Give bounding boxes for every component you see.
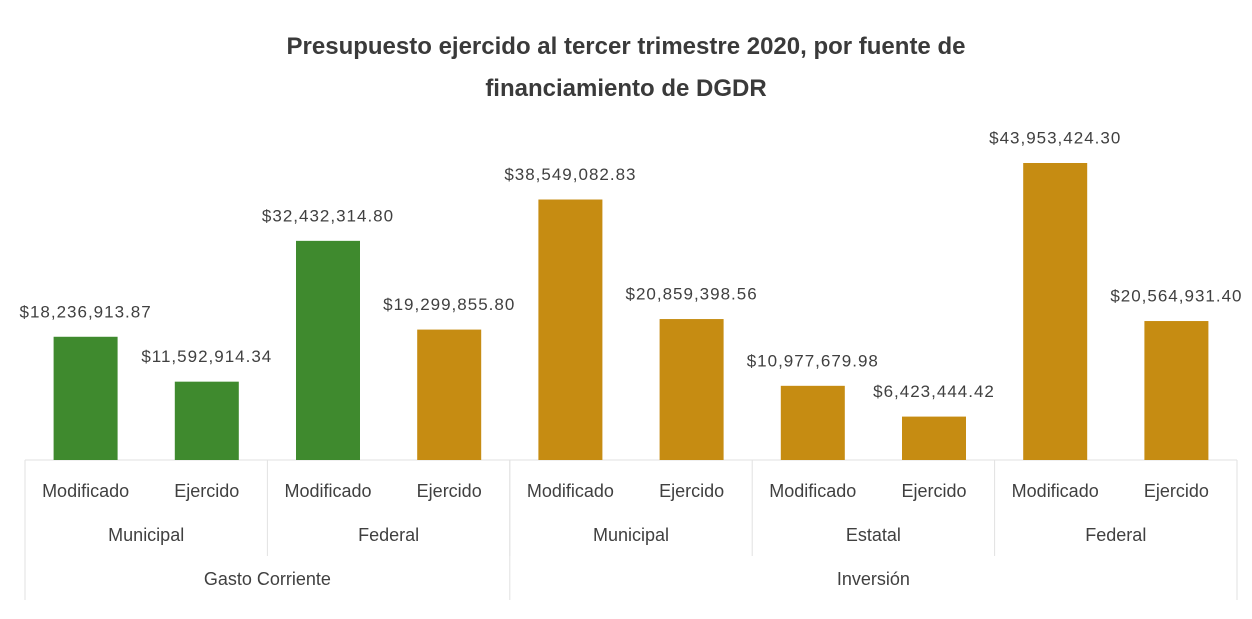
bar [538, 199, 603, 461]
data-label: $43,953,424.30 [989, 128, 1121, 147]
subgroup-label: Municipal [108, 525, 184, 545]
bar [1023, 163, 1088, 460]
group-label: Gasto Corriente [204, 569, 331, 589]
subgroup-label: Estatal [846, 525, 901, 545]
data-label: $20,564,931.40 [1110, 287, 1242, 306]
bar [296, 240, 360, 460]
bar [417, 329, 482, 460]
bar [53, 336, 118, 460]
x-tick-label: Ejercido [1144, 481, 1209, 501]
bar [659, 319, 724, 460]
data-label: $32,432,314.80 [262, 206, 394, 225]
data-label: $38,549,082.83 [504, 165, 636, 184]
data-label: $6,423,444.42 [873, 382, 995, 401]
data-label: $10,977,679.98 [747, 351, 879, 370]
data-label: $18,236,913.87 [20, 302, 152, 321]
x-tick-label: Modificado [1012, 481, 1099, 501]
bar [902, 416, 966, 460]
x-tick-label: Ejercido [901, 481, 966, 501]
subgroup-label: Federal [358, 525, 419, 545]
x-tick-label: Modificado [42, 481, 129, 501]
x-tick-label: Ejercido [659, 481, 724, 501]
x-tick-label: Ejercido [174, 481, 239, 501]
bar [1144, 321, 1209, 460]
subgroup-label: Municipal [593, 525, 669, 545]
subgroup-label: Federal [1085, 525, 1146, 545]
x-tick-label: Ejercido [417, 481, 482, 501]
chart-title: Presupuesto ejercido al tercer trimestre… [286, 33, 966, 102]
bar [174, 381, 239, 460]
group-label: Inversión [837, 569, 910, 589]
data-label: $20,859,398.56 [626, 285, 758, 304]
data-label: $19,299,855.80 [383, 295, 515, 314]
x-tick-label: Modificado [284, 481, 371, 501]
data-label: $11,592,914.34 [141, 347, 272, 366]
x-tick-label: Modificado [769, 481, 856, 501]
x-tick-label: Modificado [527, 481, 614, 501]
bar [780, 385, 845, 460]
